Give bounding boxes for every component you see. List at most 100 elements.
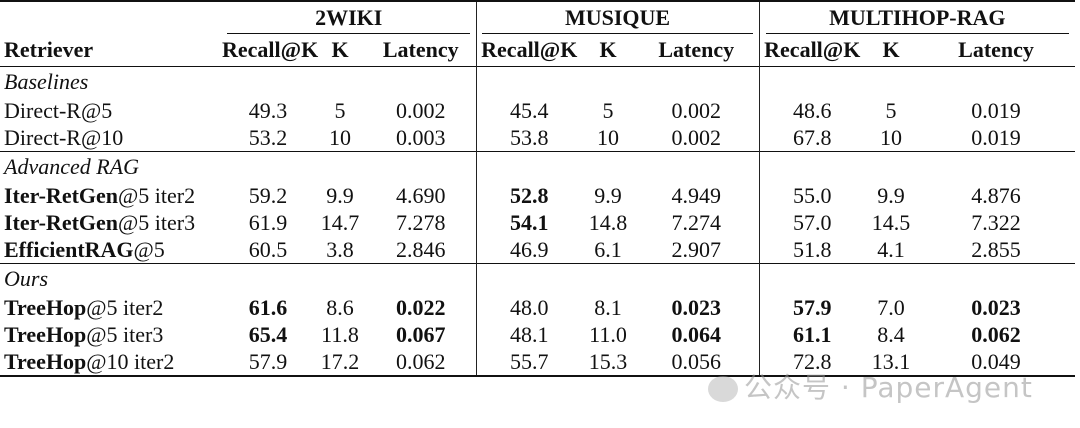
- table-cell: 7.278: [396, 210, 446, 235]
- table-cell: 0.002: [396, 98, 446, 123]
- table-cell: 0.056: [634, 348, 760, 377]
- table-cell: 48.6: [758, 97, 866, 124]
- table-cell: 2.855: [971, 237, 1021, 262]
- col-k-multihop: K: [882, 37, 900, 62]
- table-cell: 0.067: [396, 322, 446, 347]
- section-header-row: Advanced RAG: [0, 151, 1076, 182]
- table-cell: 7.0: [877, 295, 905, 320]
- table-cell: 2.907: [671, 237, 722, 262]
- retriever-name: Iter-RetGen@5 iter3: [0, 209, 222, 236]
- table-cell: 0.049: [917, 348, 1076, 377]
- table-cell: 60.5: [248, 237, 288, 262]
- table-cell: 9.9: [594, 183, 622, 208]
- retriever-name-bold: TreeHop: [4, 295, 87, 320]
- table-cell: 46.9: [475, 236, 583, 264]
- table-cell: 17.2: [314, 348, 366, 377]
- retriever-name-suffix: @5 iter3: [86, 322, 164, 347]
- table-cell: 57.9: [758, 294, 866, 321]
- table-cell: 7.274: [671, 210, 722, 235]
- retriever-name-bold: EfficientRAG: [4, 237, 134, 262]
- table-cell: 8.1: [594, 295, 622, 320]
- table-cell: 0.019: [971, 98, 1021, 123]
- table-cell: 5: [334, 98, 346, 123]
- table-cell: 10: [597, 125, 620, 150]
- table-cell: 53.8: [475, 124, 583, 152]
- table-cell: 4.949: [671, 183, 722, 208]
- retriever-name: Direct-R@10: [0, 124, 222, 152]
- table-cell: 10: [880, 125, 903, 150]
- table-cell: 0.062: [971, 322, 1021, 347]
- table-cell: 3.8: [326, 237, 354, 262]
- results-table: 2WIKI MUSIQUE MULTIHOP-RAG Retriever Rec…: [0, 0, 1076, 377]
- section-title: Ours: [0, 263, 222, 294]
- table-cell: 61.9: [248, 210, 288, 235]
- col-latency-2wiki: Latency: [382, 37, 459, 62]
- table-cell: 0.002: [671, 125, 722, 150]
- table-cell: 9.9: [326, 183, 354, 208]
- table-row: Iter-RetGen@5 iter3 61.9 14.7 7.278 54.1 14.8…: [0, 209, 1075, 236]
- retriever-name: EfficientRAG@5: [0, 236, 222, 264]
- table-cell: 61.6: [248, 295, 288, 320]
- table-cell: 5: [602, 98, 614, 123]
- table-row: EfficientRAG@5 60.5 3.8 2.846 46.9 6.1 2.907 51…: [0, 236, 1075, 264]
- table-cell: 14.8: [588, 210, 628, 235]
- wechat-icon: [708, 376, 738, 402]
- table-row: Direct-R@10 53.2 10 0.003 53.8 10 0.002 67.8 10 0…: [0, 124, 1075, 152]
- table-cell: 0.002: [671, 98, 722, 123]
- table-cell: 5: [885, 98, 897, 123]
- table-cell: 57.0: [758, 209, 866, 236]
- group-2wiki: 2WIKI: [227, 3, 471, 34]
- retriever-name: TreeHop@10 iter2: [0, 348, 222, 377]
- table-cell: 65.4: [248, 322, 288, 347]
- retriever-name: TreeHop@5 iter3: [0, 321, 222, 348]
- table-cell: 57.9: [222, 348, 314, 377]
- section-header-row: Ours: [0, 263, 1076, 294]
- section-title: Baselines: [0, 66, 222, 97]
- col-recall-multihop: Recall@K: [758, 34, 866, 67]
- section-header-row: Baselines: [0, 66, 1076, 97]
- watermark-text: 公众号 · PaperAgent: [744, 371, 1033, 404]
- table-cell: 6.1: [594, 237, 622, 262]
- table-cell: 72.8: [758, 348, 866, 377]
- retriever-name-bold: Iter-RetGen: [4, 210, 119, 235]
- table-cell: 14.5: [871, 210, 911, 235]
- retriever-name-suffix: @5 iter3: [118, 210, 196, 235]
- table-cell: 9.9: [877, 183, 905, 208]
- table-row: Iter-RetGen@5 iter2 59.2 9.9 4.690 52.8 9.9 4.…: [0, 182, 1075, 209]
- table-cell: 0.023: [971, 295, 1021, 320]
- retriever-name-suffix: @5: [133, 237, 165, 262]
- table-cell: 10: [329, 125, 351, 150]
- table-cell: 0.003: [396, 125, 446, 150]
- table-cell: 8.4: [877, 322, 905, 347]
- group-header-row: 2WIKI MUSIQUE MULTIHOP-RAG: [0, 0, 1076, 34]
- retriever-name-suffix: Direct-R@5: [4, 98, 113, 123]
- retriever-name-suffix: @5 iter2: [86, 295, 164, 320]
- table-cell: 4.690: [396, 183, 446, 208]
- table-cell: 0.019: [971, 125, 1021, 150]
- table-cell: 13.1: [865, 348, 918, 377]
- retriever-name: TreeHop@5 iter2: [0, 294, 222, 321]
- retriever-name-bold: TreeHop: [4, 349, 87, 374]
- table-cell: 51.8: [758, 236, 866, 264]
- table-row: TreeHop@10 iter2 57.9 17.2 0.062 55.7 15.3 0.0…: [0, 348, 1076, 377]
- table-cell: 48.1: [475, 321, 583, 348]
- table-cell: 15.3: [582, 348, 635, 377]
- table-cell: 0.062: [366, 348, 477, 377]
- table-cell: 55.7: [475, 348, 583, 377]
- table-cell: 61.1: [758, 321, 866, 348]
- col-latency-multihop: Latency: [958, 37, 1034, 62]
- col-latency-musique: Latency: [658, 37, 735, 62]
- table-cell: 8.6: [326, 295, 354, 320]
- retriever-header: Retriever: [4, 37, 94, 62]
- retriever-name-bold: TreeHop: [4, 322, 87, 347]
- table-cell: 11.0: [589, 322, 627, 347]
- col-k-2wiki: K: [331, 37, 349, 62]
- table-cell: 4.1: [877, 237, 905, 262]
- column-header-row: Retriever Recall@K K Latency Recall@K K …: [0, 34, 1075, 67]
- table-row: TreeHop@5 iter2 61.6 8.6 0.022 48.0 8.1 0.023 5…: [0, 294, 1075, 321]
- table-cell: 45.4: [475, 97, 583, 124]
- retriever-name-suffix: @10 iter2: [86, 349, 175, 374]
- section-title: Advanced RAG: [0, 151, 222, 182]
- table-cell: 7.322: [971, 210, 1021, 235]
